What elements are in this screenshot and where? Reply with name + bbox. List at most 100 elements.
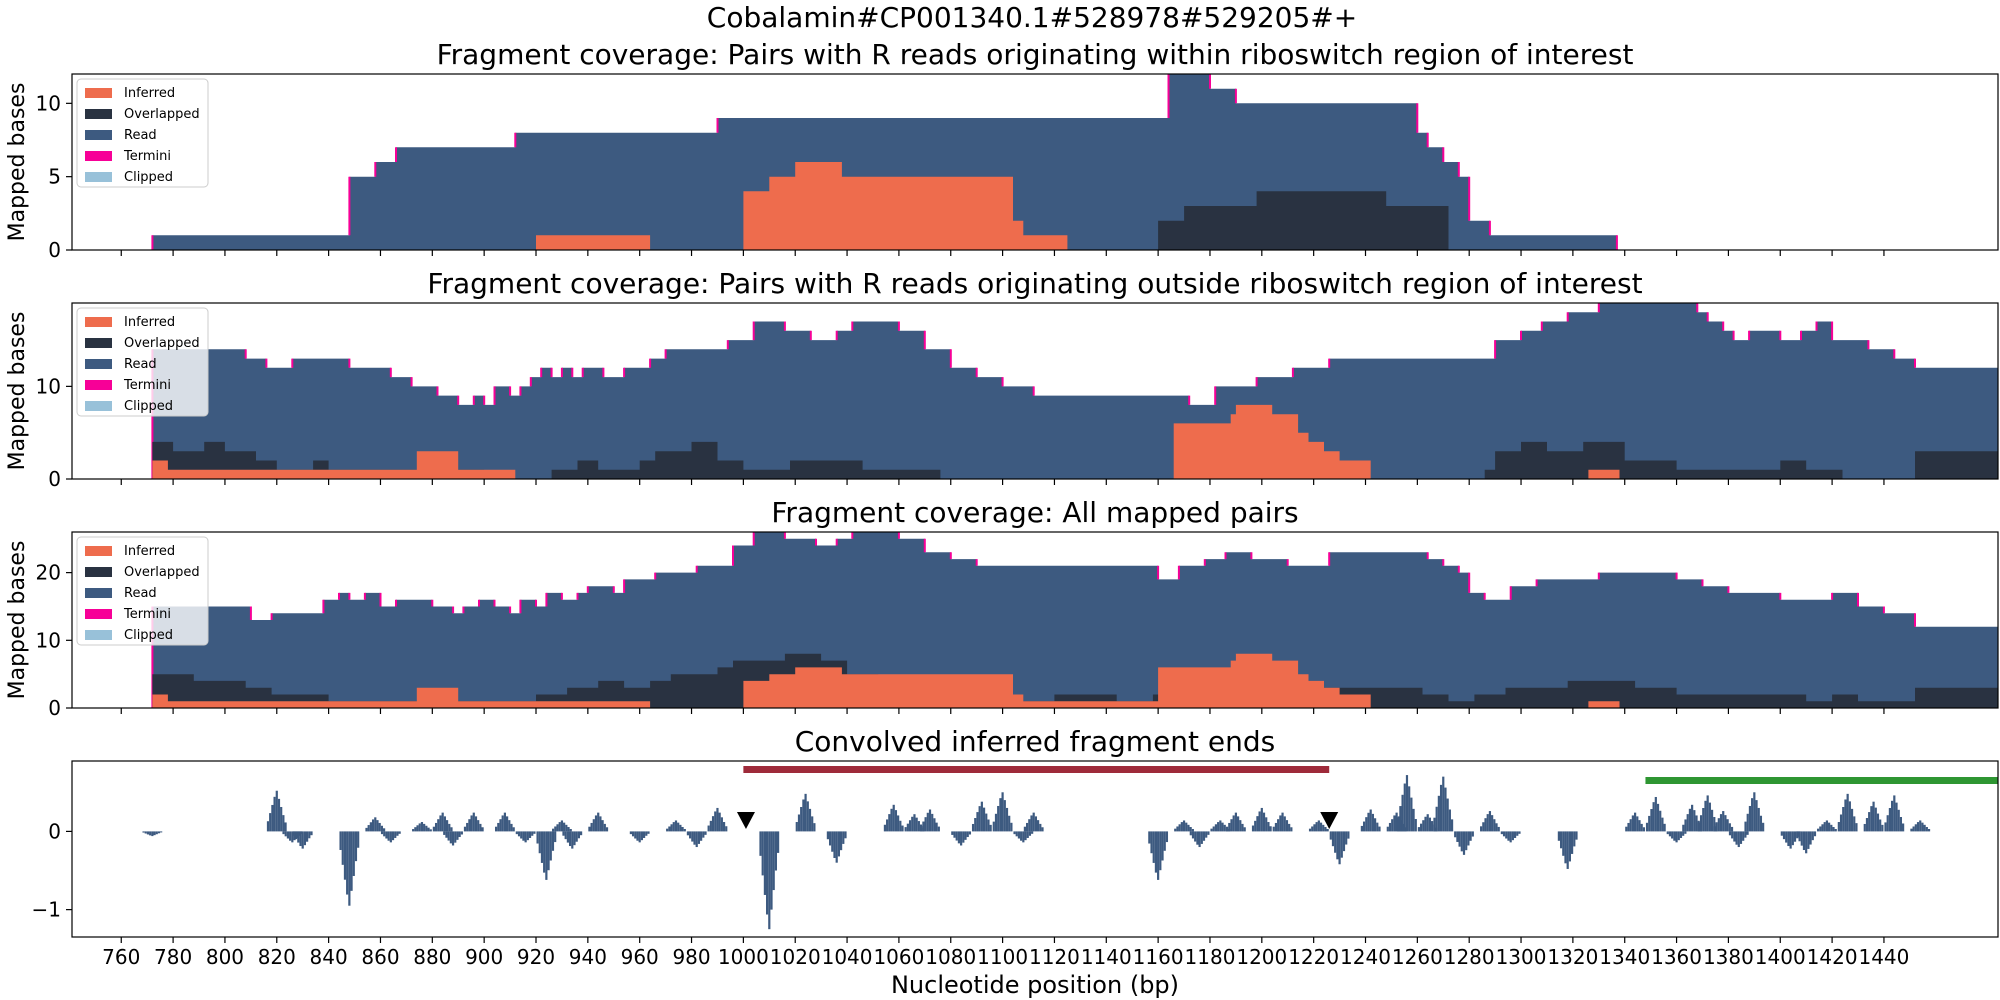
end-bar xyxy=(526,831,529,841)
end-bar xyxy=(1737,831,1740,848)
end-bar xyxy=(1015,831,1018,837)
panel-2: Fragment coverage: Pairs with R reads or… xyxy=(5,267,1999,491)
end-bar xyxy=(1010,822,1013,832)
end-bar xyxy=(466,822,469,832)
y-tick-label: 0 xyxy=(48,819,61,843)
y-tick-label: 0 xyxy=(48,238,61,262)
end-bar xyxy=(1176,826,1179,832)
end-bar xyxy=(1846,793,1849,832)
end-bar xyxy=(1566,831,1569,869)
end-bar xyxy=(1817,828,1820,832)
riboswitch-region-bar xyxy=(743,766,1330,773)
end-bar xyxy=(1884,822,1887,832)
end-bar xyxy=(1693,810,1696,832)
end-bar xyxy=(306,831,309,842)
end-bar xyxy=(1017,831,1021,839)
end-bar xyxy=(460,831,463,835)
end-bar xyxy=(282,831,285,835)
end-bar xyxy=(1148,831,1151,844)
end-bar xyxy=(1426,814,1429,832)
end-bar xyxy=(434,822,438,832)
end-bar xyxy=(1482,822,1485,832)
x-axis-label: Nucleotide position (bp) xyxy=(891,971,1179,999)
end-bar xyxy=(423,823,426,832)
end-bar xyxy=(759,831,762,856)
x-tick-label: 1020 xyxy=(770,945,821,969)
end-bar xyxy=(908,820,912,832)
end-bar xyxy=(1728,823,1731,832)
end-bar xyxy=(554,826,557,832)
panel-title: Fragment coverage: All mapped pairs xyxy=(771,496,1298,529)
end-bar xyxy=(1629,819,1632,832)
legend-label: Overlapped xyxy=(124,107,200,122)
end-bar xyxy=(1834,828,1837,832)
end-bar xyxy=(681,827,684,832)
end-bar xyxy=(674,820,678,832)
end-bar xyxy=(1198,831,1201,848)
end-bar xyxy=(1020,831,1023,841)
end-bar xyxy=(1288,823,1291,832)
end-bar xyxy=(1178,824,1181,832)
end-bar xyxy=(1802,831,1806,851)
end-bar xyxy=(1214,824,1218,832)
end-bar xyxy=(1516,831,1519,836)
end-bar xyxy=(443,816,446,832)
end-bar xyxy=(477,820,480,832)
end-bar xyxy=(1671,831,1674,839)
end-bar xyxy=(1365,817,1368,832)
y-tick-label: 10 xyxy=(36,374,61,398)
end-bar xyxy=(985,813,988,832)
end-bar xyxy=(292,831,296,836)
end-bar xyxy=(310,831,313,836)
end-bar xyxy=(497,822,500,832)
end-bar xyxy=(904,827,907,832)
end-bar xyxy=(295,831,298,840)
end-bar xyxy=(1722,811,1725,832)
end-bar xyxy=(1013,831,1016,835)
end-bar xyxy=(1448,809,1451,832)
end-bar xyxy=(425,825,428,832)
end-bar xyxy=(802,799,805,832)
legend-swatch-overlapped xyxy=(85,109,112,119)
end-bar xyxy=(1315,822,1318,832)
end-bar xyxy=(922,821,925,832)
end-bar xyxy=(282,815,285,832)
end-bar xyxy=(503,812,506,832)
end-bar xyxy=(1675,831,1678,843)
end-bar xyxy=(299,831,302,847)
end-bar xyxy=(1003,800,1006,832)
end-bar xyxy=(1706,795,1709,832)
end-bar xyxy=(155,831,158,835)
end-bar xyxy=(1269,826,1272,832)
end-bar xyxy=(702,831,705,838)
end-bar xyxy=(463,826,467,832)
end-bar xyxy=(1254,820,1257,832)
end-bar xyxy=(1872,801,1875,832)
end-bar xyxy=(1334,831,1337,853)
end-bar xyxy=(1331,831,1335,847)
end-bar xyxy=(1837,822,1840,832)
end-bar xyxy=(556,824,559,832)
end-bar xyxy=(933,818,936,832)
end-bar xyxy=(1668,831,1672,837)
end-bar xyxy=(1202,831,1206,841)
end-bar xyxy=(547,831,550,871)
end-bar xyxy=(266,821,270,832)
end-bar xyxy=(928,809,932,832)
end-bar xyxy=(1746,831,1749,835)
end-bar xyxy=(1274,822,1278,832)
x-tick-label: 1280 xyxy=(1444,945,1495,969)
end-bar xyxy=(565,824,568,832)
end-bar xyxy=(1241,823,1244,832)
end-bar xyxy=(999,798,1002,832)
end-bar xyxy=(1785,831,1788,843)
end-bar xyxy=(768,831,771,930)
end-bar xyxy=(1807,831,1810,849)
end-bar xyxy=(1258,811,1261,832)
end-bar xyxy=(1159,831,1162,871)
end-bar xyxy=(437,819,440,832)
end-bar xyxy=(1417,827,1421,832)
end-bar xyxy=(1805,831,1808,854)
terminator-region-bar xyxy=(1645,777,1998,784)
end-bar xyxy=(931,813,934,832)
